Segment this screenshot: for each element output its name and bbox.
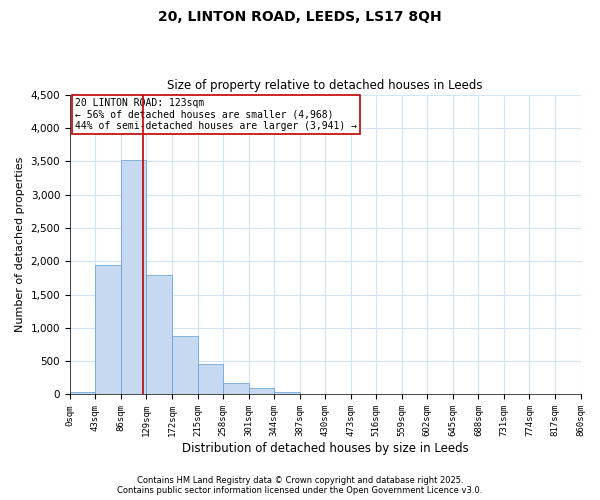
Bar [121, 160, 146, 394]
Bar [248, 388, 274, 394]
Text: 20 LINTON ROAD: 123sqm
← 56% of detached houses are smaller (4,968)
44% of semi-: 20 LINTON ROAD: 123sqm ← 56% of detached… [75, 98, 357, 131]
Y-axis label: Number of detached properties: Number of detached properties [15, 157, 25, 332]
Bar [95, 264, 121, 394]
Bar [274, 392, 299, 394]
Text: Contains HM Land Registry data © Crown copyright and database right 2025.
Contai: Contains HM Land Registry data © Crown c… [118, 476, 482, 495]
Title: Size of property relative to detached houses in Leeds: Size of property relative to detached ho… [167, 79, 483, 92]
Bar [172, 336, 197, 394]
Text: 20, LINTON ROAD, LEEDS, LS17 8QH: 20, LINTON ROAD, LEEDS, LS17 8QH [158, 10, 442, 24]
Bar [70, 392, 95, 394]
Bar [223, 383, 248, 394]
Bar [197, 364, 223, 394]
X-axis label: Distribution of detached houses by size in Leeds: Distribution of detached houses by size … [182, 442, 469, 455]
Bar [146, 274, 172, 394]
